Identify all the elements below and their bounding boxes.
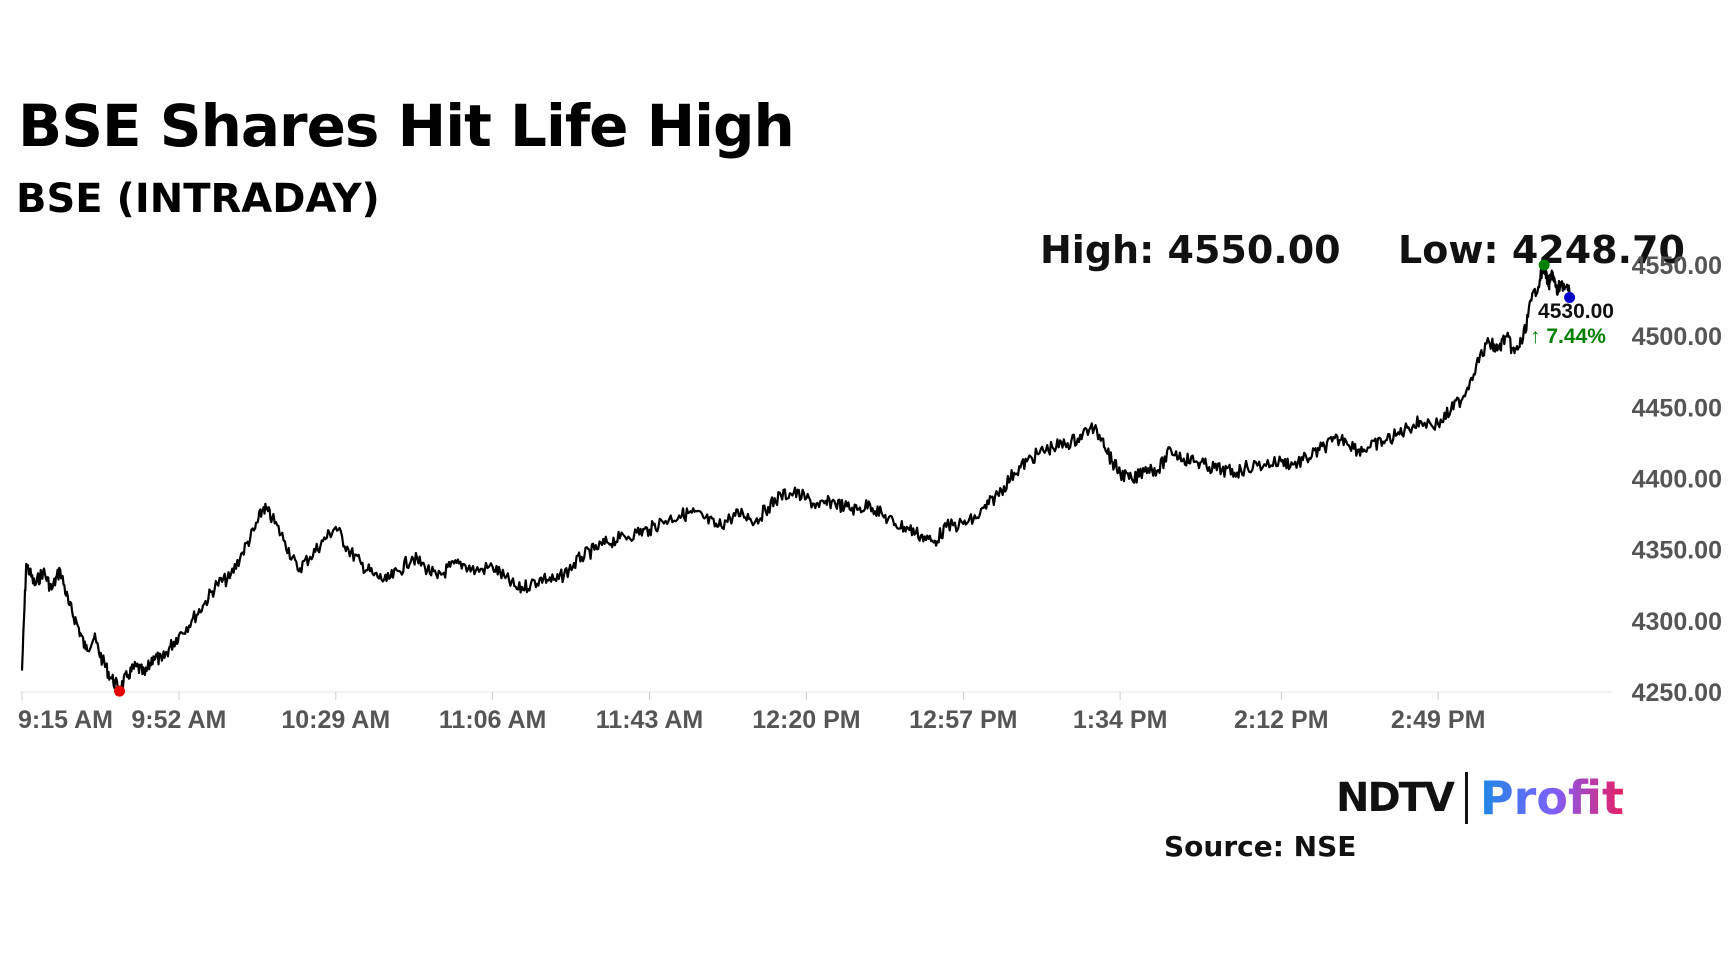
ndtv-profit-logo: NDTV Profit — [1336, 770, 1624, 826]
y-tick-label: 4400.00 — [1632, 466, 1722, 494]
chart-title: BSE Shares Hit Life High — [18, 92, 795, 160]
logo-ndtv-text: NDTV — [1336, 775, 1455, 821]
y-tick-label: 4550.00 — [1632, 252, 1722, 280]
price-series-line — [20, 259, 1571, 693]
high-marker — [1538, 259, 1550, 271]
x-tick-label: 9:52 AM — [131, 706, 226, 734]
y-tick-label: 4350.00 — [1632, 537, 1722, 565]
y-tick-label: 4250.00 — [1632, 679, 1722, 707]
x-axis-ticks: 9:15 AM 9:52 AM 10:29 AM 11:06 AM 11:43 AM 12… — [18, 692, 1485, 734]
y-tick-label: 4450.00 — [1632, 394, 1722, 422]
x-tick-label: 9:15 AM — [18, 706, 113, 734]
low-marker — [114, 685, 126, 697]
x-tick-label: 11:06 AM — [439, 706, 546, 734]
x-tick-label: 2:12 PM — [1234, 706, 1328, 734]
logo-profit-text: Profit — [1479, 771, 1625, 825]
current-value-label: 4530.00 — [1538, 300, 1614, 323]
logo-divider — [1464, 772, 1468, 824]
y-tick-label: 4300.00 — [1632, 608, 1722, 636]
y-axis-ticks: 4550.00 4500.00 4450.00 4400.00 4350.00 4300.… — [1632, 252, 1722, 707]
change-percent-label: ↑ 7.44% — [1530, 325, 1606, 348]
last-price-marker — [1564, 291, 1576, 303]
chart-subtitle: BSE (INTRADAY) — [16, 176, 380, 222]
x-tick-label: 11:43 AM — [596, 706, 703, 734]
x-tick-label: 10:29 AM — [281, 706, 390, 734]
y-tick-label: 4500.00 — [1632, 323, 1722, 351]
x-tick-label: 1:34 PM — [1073, 706, 1167, 734]
x-tick-label: 2:49 PM — [1391, 706, 1485, 734]
high-stat: High: 4550.00 — [1040, 228, 1341, 272]
source-note: Source: NSE — [1164, 830, 1357, 863]
x-tick-label: 12:20 PM — [752, 706, 860, 734]
x-tick-label: 12:57 PM — [909, 706, 1017, 734]
